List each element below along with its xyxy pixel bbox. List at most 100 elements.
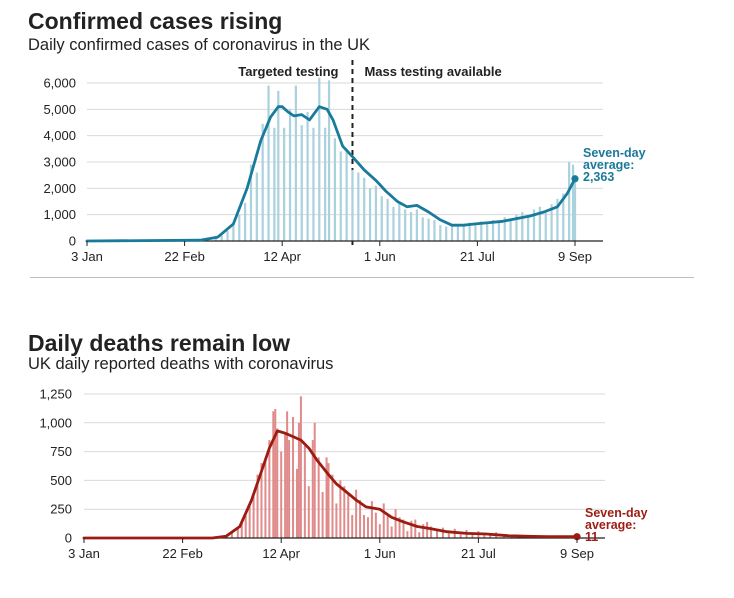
data-bar [571,164,575,241]
seven-day-average-label: Seven-day [585,506,648,520]
deaths-chart-subtitle: UK daily reported deaths with coronaviru… [28,355,334,373]
data-bar [327,463,330,538]
data-bar [441,527,444,538]
data-bar [468,222,471,241]
data-bar [538,206,541,241]
data-bar [274,408,277,538]
data-bar [264,457,267,538]
y-tick-label: 1,000 [39,415,72,430]
data-bar [277,90,280,242]
data-bar [497,221,500,241]
data-bar [426,521,429,538]
data-bar [406,531,409,538]
x-tick-label: 12 Apr [262,546,300,561]
data-bar [544,212,547,241]
data-bar [300,125,303,241]
data-bar [283,127,286,241]
seven-day-average-endpoint [571,175,579,183]
data-bar [418,532,421,538]
y-tick-label: 3,000 [43,155,76,170]
data-bar [292,417,295,538]
data-bar [374,512,377,538]
seven-day-average-label: average: [583,158,634,172]
y-tick-label: 6,000 [43,76,76,91]
data-bar [327,80,331,241]
data-bar [324,127,327,241]
data-bar [368,188,372,241]
x-tick-label: 21 Jul [460,249,495,264]
data-bar [503,217,506,241]
data-bar [483,533,486,538]
data-bar [347,494,350,538]
data-bar [214,237,217,241]
data-bar [447,533,450,538]
data-bar [480,221,483,241]
data-bar [394,509,397,538]
y-tick-label: 0 [69,234,76,249]
data-bar [295,468,298,538]
data-bar [345,148,348,241]
seven-day-average-label: 2,363 [583,170,614,184]
deaths-chart-title: Daily deaths remain low [28,330,291,356]
data-bar [357,172,360,241]
data-bar [286,411,289,538]
y-tick-label: 500 [50,473,72,488]
seven-day-average-line [82,429,579,540]
data-bar [427,218,430,241]
data-bar [404,209,407,241]
data-bar [521,212,524,241]
annotation-mass-testing: Mass testing available [364,64,501,79]
data-bar [421,217,424,241]
data-bar [321,491,324,538]
data-bar [370,501,373,538]
cases-chart-subtitle: Daily confirmed cases of coronavirus in … [28,36,371,54]
data-bar [430,526,433,538]
cases-chart-title: Confirmed cases rising [28,8,283,34]
y-tick-label: 2,000 [43,181,76,196]
data-bar [230,532,233,538]
y-tick-label: 250 [50,502,72,517]
data-bar [307,486,310,538]
data-bar [232,223,235,241]
data-bar [359,499,362,538]
data-bar [435,531,438,538]
y-tick-label: 5,000 [43,102,76,117]
data-bar [318,77,321,241]
data-bar [392,206,395,241]
seven-day-average-endpoint [573,533,581,541]
data-bar [378,524,381,538]
data-bar [474,225,477,241]
x-tick-label: 22 Feb [162,546,202,561]
data-bar [294,85,297,241]
data-bar [339,151,342,241]
x-tick-label: 9 Sep [558,249,592,264]
data-bar [272,411,275,538]
data-bar [562,193,565,241]
data-bar [439,225,442,241]
annotation-targeted-testing: Targeted testing [238,64,338,79]
data-bar [288,109,292,241]
data-bar [312,127,315,241]
data-bar [313,422,316,538]
data-bar [459,534,462,538]
y-tick-label: 1,250 [39,387,72,402]
data-bar [335,503,338,538]
x-tick-label: 9 Sep [560,546,594,561]
data-bar [244,514,247,538]
x-tick-label: 3 Jan [71,249,103,264]
data-bar [491,219,495,241]
data-bar [398,517,401,538]
data-bar [409,212,413,241]
data-bar [382,503,385,538]
data-bar [288,440,291,538]
data-bar [244,202,247,241]
data-bar [398,201,401,241]
data-bar [471,533,474,538]
data-bar [573,177,577,241]
y-tick-label: 4,000 [43,128,76,143]
data-bar [273,127,276,241]
y-tick-label: 0 [65,531,72,546]
data-bar [261,123,264,241]
data-bar [355,489,358,538]
